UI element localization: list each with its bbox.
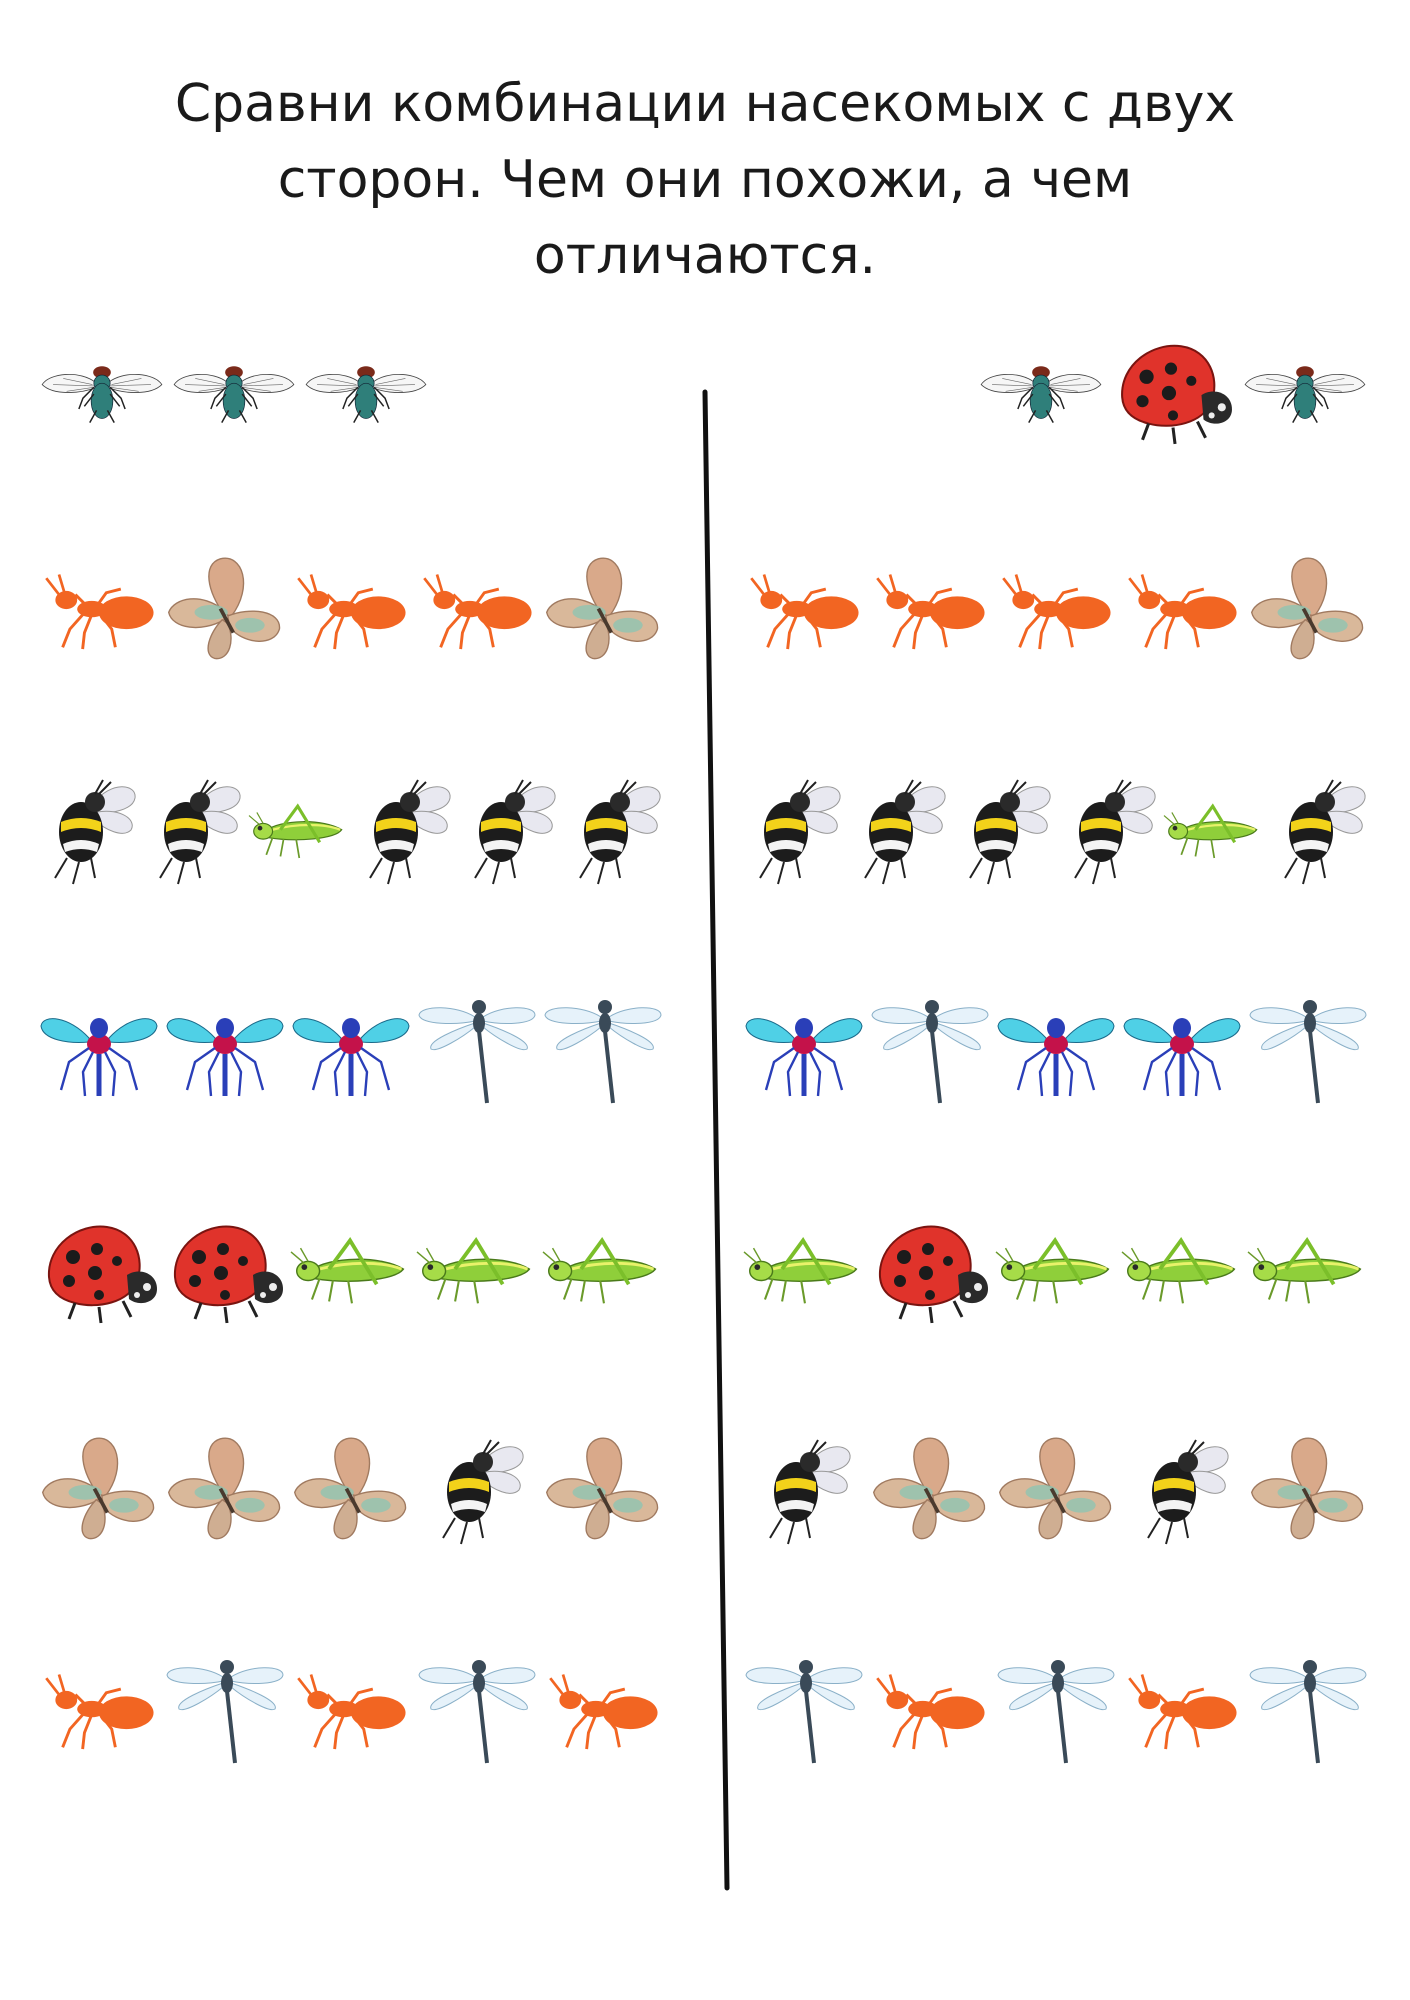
left-row-6 [36,1425,666,1555]
grasshopper-icon [540,1227,666,1313]
dragonfly-icon [162,1655,288,1765]
ant-icon [288,569,414,651]
mosquito-icon [1119,1000,1245,1100]
grasshopper-icon [246,795,351,866]
left-panel [36,325,666,1775]
ant-icon [1119,569,1245,651]
bee-icon [951,774,1056,886]
dragonfly-icon [1245,1655,1371,1765]
fly-icon [975,356,1107,424]
bee-icon [1119,1434,1245,1546]
left-row-5 [36,1205,666,1335]
fly-icon [36,356,168,424]
bee-icon [36,774,141,886]
butterfly-icon [1245,1435,1371,1546]
right-row-5 [741,1205,1371,1335]
mosquito-icon [993,1000,1119,1100]
grasshopper-icon [1245,1227,1371,1313]
grasshopper-icon [414,1227,540,1313]
right-panel [705,0,1410,2000]
ant-icon [867,1669,993,1751]
dragonfly-icon [540,995,666,1105]
butterfly-icon [1245,555,1371,666]
grasshopper-icon [1161,795,1266,866]
instruction-line-1: Сравни комбинации насекомых с двух [174,74,1236,134]
butterfly-icon [993,1435,1119,1546]
instruction-line-3: отличаются. [533,226,877,286]
fly-icon [1239,356,1371,424]
dragonfly-icon [1245,995,1371,1105]
right-row-3 [741,765,1371,895]
mosquito-icon [741,1000,867,1100]
ant-icon [288,1669,414,1751]
ladybug-icon [36,1215,162,1325]
right-row-4 [741,985,1371,1115]
fly-icon [168,356,300,424]
butterfly-icon [540,555,666,666]
ant-icon [540,1669,666,1751]
left-row-4 [36,985,666,1115]
bee-icon [846,774,951,886]
butterfly-icon [162,555,288,666]
bee-icon [561,774,666,886]
ant-icon [867,569,993,651]
bee-icon [741,1434,867,1546]
butterfly-icon [36,1435,162,1546]
bee-icon [741,774,846,886]
bee-icon [141,774,246,886]
bee-icon [1056,774,1161,886]
ladybug-icon [162,1215,288,1325]
butterfly-icon [540,1435,666,1546]
right-row-2 [741,545,1371,675]
butterfly-icon [162,1435,288,1546]
left-row-2 [36,545,666,675]
dragonfly-icon [741,1655,867,1765]
dragonfly-icon [414,995,540,1105]
bee-icon [1266,774,1371,886]
bee-icon [456,774,561,886]
ant-icon [1119,1669,1245,1751]
right-row-6 [741,1425,1371,1555]
fly-icon [300,356,432,424]
mosquito-icon [36,1000,162,1100]
right-row-1 [975,325,1371,455]
dragonfly-icon [993,1655,1119,1765]
dragonfly-icon [867,995,993,1105]
grasshopper-icon [1119,1227,1245,1313]
ladybug-icon [1107,334,1239,446]
ant-icon [414,569,540,651]
left-row-1 [36,325,432,455]
left-row-3 [36,765,666,895]
left-row-7 [36,1645,666,1775]
grasshopper-icon [288,1227,414,1313]
mosquito-icon [162,1000,288,1100]
instruction-text: Сравни комбинации насекомых с двух сторо… [105,66,1305,294]
dragonfly-icon [414,1655,540,1765]
butterfly-icon [288,1435,414,1546]
instruction-line-2: сторон. Чем они похожи, а чем [277,150,1133,210]
ant-icon [741,569,867,651]
bee-icon [351,774,456,886]
butterfly-icon [867,1435,993,1546]
ant-icon [36,569,162,651]
grasshopper-icon [993,1227,1119,1313]
ant-icon [36,1669,162,1751]
ladybug-icon [867,1215,993,1325]
mosquito-icon [288,1000,414,1100]
bee-icon [414,1434,540,1546]
grasshopper-icon [741,1227,867,1313]
right-row-7 [741,1645,1371,1775]
ant-icon [993,569,1119,651]
